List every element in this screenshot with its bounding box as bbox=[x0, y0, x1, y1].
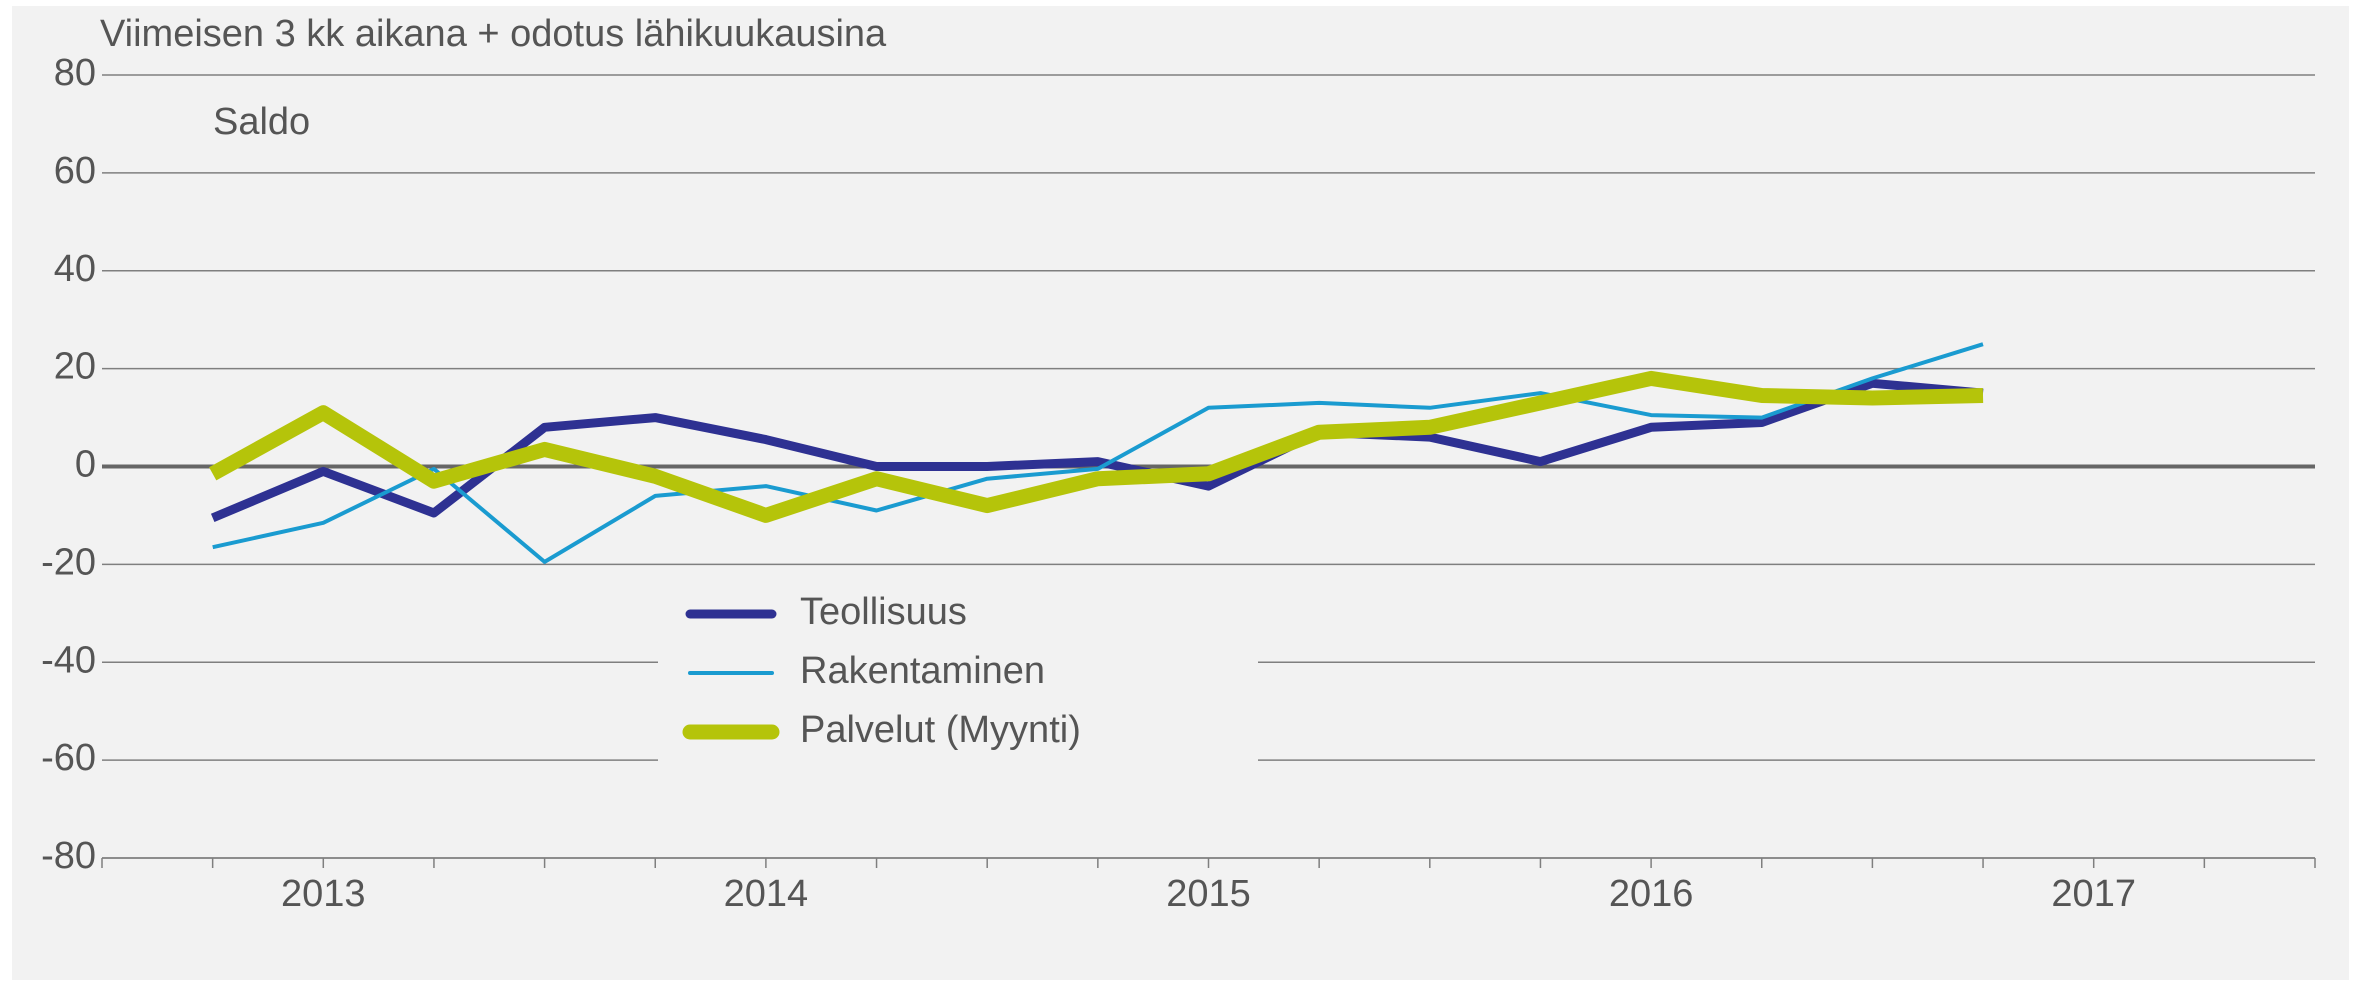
y-tick-label: 20 bbox=[54, 346, 96, 388]
y-tick-label: -80 bbox=[41, 835, 96, 877]
y-tick-label: -20 bbox=[41, 541, 96, 583]
x-tick-label: 2016 bbox=[1609, 873, 1694, 915]
chart-title: Viimeisen 3 kk aikana + odotus lähikuuka… bbox=[100, 13, 887, 55]
series-line bbox=[212, 342, 1984, 564]
x-tick-label: 2014 bbox=[724, 873, 809, 915]
x-tick-label: 2013 bbox=[281, 873, 366, 915]
y-tick-label: 0 bbox=[75, 444, 96, 486]
legend-label: Rakentaminen bbox=[800, 650, 1045, 692]
y-tick-label: -60 bbox=[41, 737, 96, 779]
y-tick-label: -40 bbox=[41, 639, 96, 681]
x-tick-label: 2017 bbox=[2051, 873, 2136, 915]
x-tick-label: 2015 bbox=[1166, 873, 1251, 915]
legend-label: Teollisuus bbox=[800, 591, 967, 633]
y-tick-label: 40 bbox=[54, 248, 96, 290]
legend-label: Palvelut (Myynti) bbox=[800, 709, 1081, 751]
y-axis-label: Saldo bbox=[213, 101, 310, 143]
plot-background bbox=[12, 6, 2349, 980]
y-tick-label: 60 bbox=[54, 150, 96, 192]
series-line bbox=[209, 370, 1984, 523]
y-tick-label: 80 bbox=[54, 52, 96, 94]
